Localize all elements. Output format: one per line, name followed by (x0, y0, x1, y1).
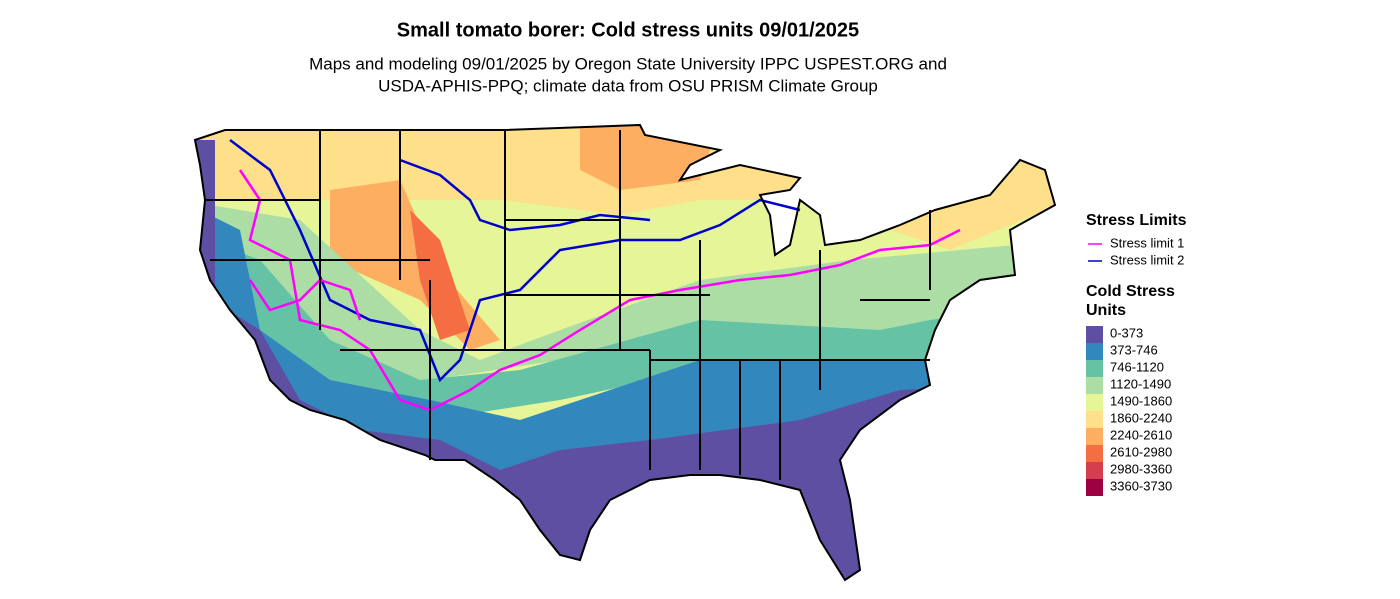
legend-swatch (1086, 411, 1103, 428)
legend-label: 1120-1490 (1110, 376, 1171, 391)
legend-swatch (1086, 462, 1103, 479)
legend-label: 0-373 (1110, 325, 1143, 340)
legend-label: 2980-3360 (1110, 461, 1172, 476)
legend-swatch (1086, 428, 1103, 445)
legend-swatch (1086, 394, 1103, 411)
title: Small tomato borer: Cold stress units 09… (397, 19, 859, 41)
legend-label: 1490-1860 (1110, 393, 1172, 408)
legend-label: 373-746 (1110, 342, 1158, 357)
legend-label: 2240-2610 (1110, 427, 1172, 442)
legend-label: 1860-2240 (1110, 410, 1172, 425)
legend-title: Units (1086, 302, 1126, 319)
map-region (410, 210, 470, 340)
legend-swatch (1086, 377, 1103, 394)
map-fill (195, 125, 1055, 580)
legend-swatch (1086, 360, 1103, 377)
legend-swatch (1086, 445, 1103, 462)
legend-label: 2610-2980 (1110, 444, 1172, 459)
map-region (195, 140, 215, 300)
legend-swatch (1086, 343, 1103, 360)
map-region (580, 125, 720, 190)
legend-swatch (1086, 326, 1103, 343)
legend-swatch (1086, 479, 1103, 496)
state-borders (205, 130, 931, 480)
map-lines (229, 139, 961, 412)
legend-title: Cold Stress (1086, 283, 1175, 300)
legend-label: Stress limit 2 (1110, 252, 1184, 267)
legend-label: 3360-3730 (1110, 478, 1172, 493)
subtitle: Maps and modeling 09/01/2025 by Oregon S… (309, 54, 947, 73)
subtitle: USDA-APHIS-PPQ; climate data from OSU PR… (378, 76, 878, 95)
legend-label: 746-1120 (1110, 359, 1164, 374)
legend-label: Stress limit 1 (1110, 235, 1184, 250)
legend-title: Stress Limits (1086, 212, 1187, 229)
